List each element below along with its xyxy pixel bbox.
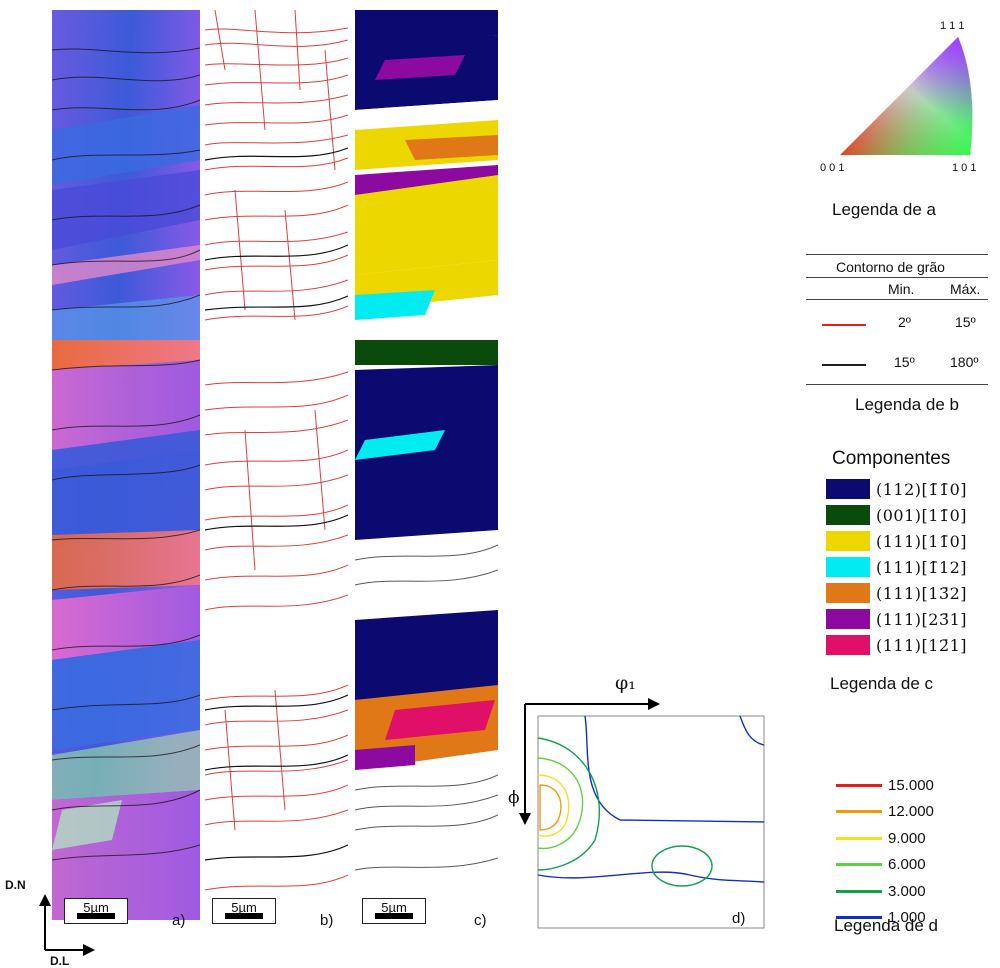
panel-label-a: a) (172, 912, 186, 929)
scale-bar-b-label: 5µm (231, 900, 257, 915)
component-swatch (826, 609, 870, 629)
odf-level-line (836, 836, 882, 840)
odf-level-line (836, 916, 882, 919)
legend-b-rule-bottom (806, 384, 988, 385)
axis-label-dn: D.N (5, 878, 26, 892)
scale-bar-a-label: 5µm (83, 900, 109, 915)
scale-bar-a: 5µm (64, 898, 128, 924)
legend-b-line-low (822, 324, 866, 326)
component-swatch (826, 531, 870, 551)
component-swatch (826, 479, 870, 499)
component-label: (111)[23̄1] (876, 609, 968, 629)
odf-level-item: 12.000 (836, 802, 934, 822)
odf-level-label: 9.000 (888, 829, 926, 847)
component-label: (111)[11̄0] (876, 531, 968, 551)
odf-section-d (519, 698, 765, 929)
ipf-map-a (52, 10, 200, 920)
odf-level-line (836, 810, 882, 813)
component-item: (111)[1̄12] (826, 556, 967, 578)
ipf-map-a-graphic (52, 10, 200, 920)
legend-b-row2-max: 180º (950, 354, 979, 370)
legend-c-header: Componentes (832, 448, 951, 469)
component-item: (111)[11̄0] (826, 530, 967, 552)
legend-b-row1-max: 15º (955, 314, 976, 330)
legend-b-line-high (822, 364, 866, 366)
axis-label-dl: D.L (50, 954, 70, 968)
component-item: (111)[23̄1] (826, 608, 967, 630)
ipf-corner-101: 1 0 1 (952, 162, 977, 174)
axis-label-phi: ϕ (508, 788, 520, 808)
component-label: (111)[12̄1] (876, 635, 968, 655)
odf-level-item: 6.000 (836, 855, 926, 875)
texture-component-map-c (355, 10, 498, 920)
component-label: (112)[1̄1̄0] (876, 479, 968, 499)
component-swatch (826, 635, 870, 655)
odf-level-label: 3.000 (888, 882, 926, 900)
component-label: (001)[11̄0] (876, 505, 968, 525)
ipf-color-triangle (840, 37, 973, 155)
component-swatch (826, 557, 870, 577)
grain-boundary-map-b-graphic (205, 10, 348, 920)
odf-level-label: 1.000 (888, 909, 926, 926)
component-label: (111)[1̄12] (876, 557, 968, 577)
legend-b-col-min: Min. (888, 281, 915, 297)
odf-level-item: 3.000 (836, 881, 926, 901)
component-item: (111)[13̄2] (826, 582, 967, 604)
odf-level-item: 9.000 (836, 828, 926, 848)
scale-bar-b: 5µm (212, 898, 276, 924)
odf-level-line (836, 783, 882, 787)
component-swatch (826, 505, 870, 525)
legend-a-title: Legenda de a (832, 200, 936, 219)
odf-level-label: 6.000 (888, 856, 926, 873)
panel-label-b: b) (320, 912, 334, 929)
legend-d-title: Legenda de d (834, 916, 938, 935)
legend-b-header: Contorno de grão (836, 259, 945, 275)
legend-c-title: Legenda de c (830, 674, 934, 693)
legend-b-rule-top (806, 254, 988, 255)
ipf-corner-001: 0 0 1 (820, 162, 845, 174)
grain-boundary-map-b (205, 10, 348, 920)
legend-b-row1-min: 2º (898, 314, 911, 330)
axis-label-phi1: φ₁ (615, 672, 636, 694)
component-item: (111)[12̄1] (826, 634, 967, 656)
component-item: (112)[1̄1̄0] (826, 478, 967, 500)
legend-b-title: Legenda de b (855, 395, 959, 414)
sample-axes-arrows (39, 894, 95, 956)
odf-level-line (836, 863, 882, 866)
panel-label-d: d) (732, 910, 746, 927)
component-swatch (826, 583, 870, 603)
ipf-corner-111: 1 1 1 (940, 20, 965, 32)
legend-b-rule-head (806, 299, 988, 300)
panel-label-c: c) (474, 912, 487, 929)
legend-b-col-max: Máx. (950, 281, 981, 297)
component-item: (001)[11̄0] (826, 504, 967, 526)
odf-level-label: 15.000 (888, 776, 934, 794)
legend-b-row2-min: 15º (894, 354, 915, 370)
legend-b-rule-mid (806, 277, 988, 278)
scale-bar-c-label: 5µm (381, 900, 407, 915)
odf-level-label: 12.000 (888, 803, 934, 820)
component-label: (111)[13̄2] (876, 583, 968, 603)
scale-bar-c: 5µm (362, 898, 426, 924)
odf-level-item: 15.000 (836, 775, 934, 795)
odf-level-line (836, 889, 882, 893)
odf-level-item: 1.000 (836, 908, 926, 928)
texture-component-map-c-graphic (355, 10, 498, 920)
